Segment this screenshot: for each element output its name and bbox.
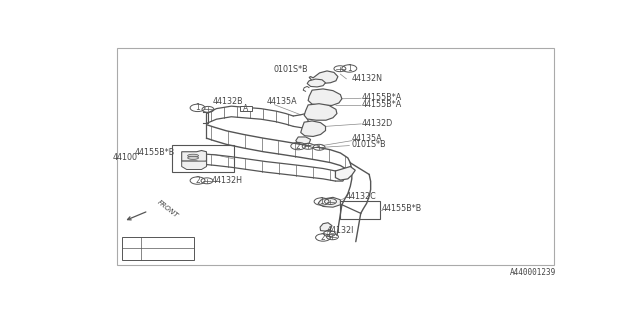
Text: 44132B: 44132B — [212, 98, 243, 107]
Bar — [122, 237, 194, 260]
Text: 44132N: 44132N — [352, 74, 383, 83]
Text: 0101S*B: 0101S*B — [352, 140, 387, 149]
Text: 1: 1 — [195, 103, 200, 112]
Text: 1: 1 — [347, 64, 352, 73]
Polygon shape — [318, 197, 340, 207]
Polygon shape — [309, 71, 338, 83]
Text: 0238S*A: 0238S*A — [144, 238, 177, 247]
Polygon shape — [320, 223, 332, 231]
Text: 44155B*A: 44155B*A — [361, 93, 401, 102]
Bar — [340, 201, 380, 219]
Text: FRONT: FRONT — [156, 199, 179, 219]
Text: 44132H: 44132H — [211, 176, 243, 185]
Ellipse shape — [310, 145, 319, 148]
Text: 0101S*A: 0101S*A — [144, 250, 177, 259]
Text: 2: 2 — [296, 141, 301, 151]
Text: 0101S*B: 0101S*B — [274, 65, 308, 75]
Polygon shape — [304, 104, 337, 120]
Polygon shape — [301, 121, 326, 136]
Text: 44100: 44100 — [112, 153, 137, 163]
Bar — [240, 106, 252, 111]
Text: A440001239: A440001239 — [510, 268, 556, 277]
Polygon shape — [307, 79, 326, 87]
Text: 2: 2 — [321, 233, 325, 242]
Ellipse shape — [188, 154, 198, 157]
Text: 44132I: 44132I — [326, 226, 354, 235]
Polygon shape — [296, 137, 310, 144]
Ellipse shape — [188, 156, 198, 159]
Text: 44132D: 44132D — [361, 119, 392, 128]
Text: 44135A: 44135A — [266, 98, 297, 107]
Polygon shape — [182, 150, 207, 162]
Polygon shape — [308, 89, 342, 105]
Text: 2: 2 — [129, 250, 134, 259]
Polygon shape — [335, 166, 355, 180]
Text: 44155B*A: 44155B*A — [361, 100, 401, 109]
Text: 2: 2 — [195, 176, 200, 185]
Bar — [172, 145, 234, 172]
Text: 44155B*B: 44155B*B — [381, 204, 422, 213]
Text: 44155B*B: 44155B*B — [134, 148, 175, 157]
Text: A: A — [243, 104, 248, 113]
Bar — [117, 48, 554, 265]
Text: 1: 1 — [319, 197, 324, 206]
Text: 1: 1 — [129, 238, 134, 247]
Polygon shape — [182, 161, 207, 170]
Text: 44135A: 44135A — [352, 134, 383, 143]
Text: 44132C: 44132C — [346, 192, 376, 201]
